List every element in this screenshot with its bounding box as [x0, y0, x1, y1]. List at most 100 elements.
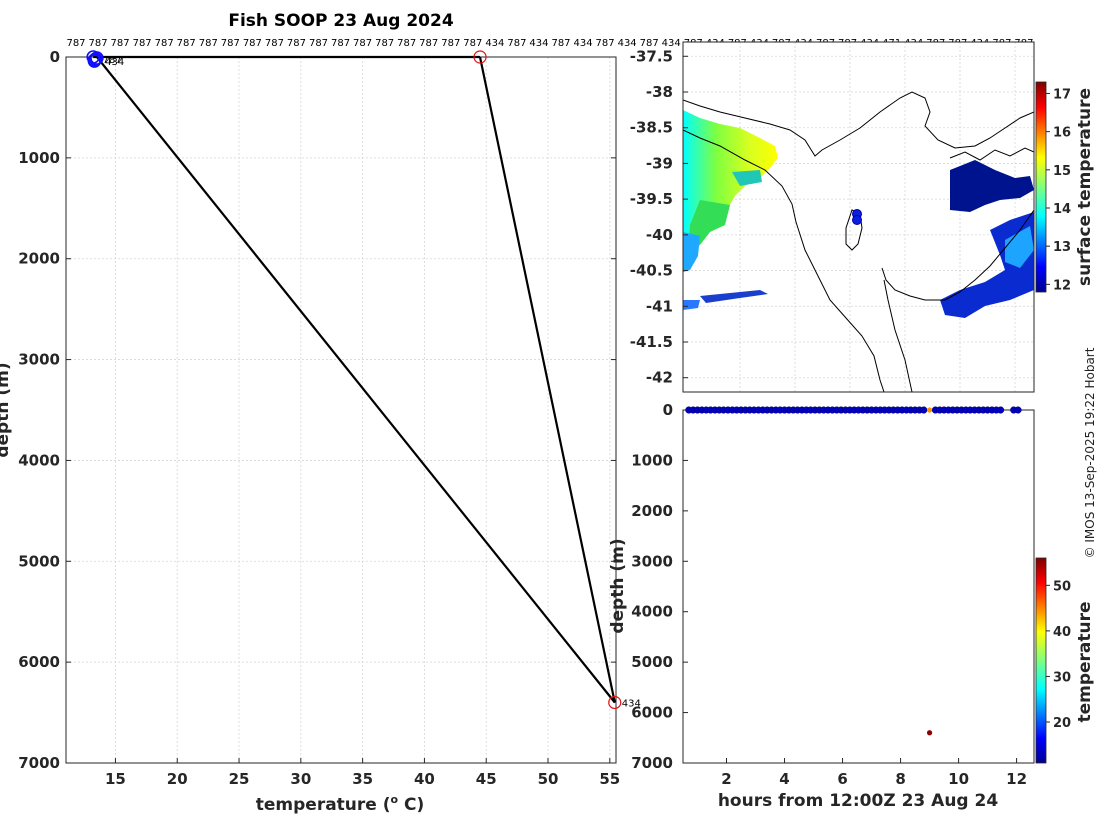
timeseries-y-tick-label: 4000	[631, 603, 673, 621]
profile-x-ticks: 15 20 25 30 35 40 45 50 55	[105, 758, 620, 788]
profile-top-label: 787	[419, 38, 438, 49]
profile-y-tick-label: 5000	[18, 552, 60, 570]
timeseries-y-tick-label: 5000	[631, 653, 673, 671]
map-y-tick-label: -41.5	[630, 333, 673, 351]
profile-top-label: 434	[529, 38, 548, 49]
profile-y-tick-label: 2000	[18, 250, 60, 268]
profile-track-line	[93, 55, 616, 704]
map-colorbar-tick-label: 14	[1053, 202, 1071, 217]
figure-title: Fish SOOP 23 Aug 2024	[228, 11, 454, 31]
profile-x-label-end: C)	[398, 795, 424, 815]
profile-marker-red	[473, 50, 487, 64]
timeseries-colorbar-tick-label: 30	[1053, 670, 1071, 685]
profile-y-tick-label: 7000	[18, 754, 60, 772]
timeseries-colorbar-tick-label: 50	[1053, 579, 1071, 594]
profile-top-label: 787	[331, 38, 350, 49]
profile-marker-blue	[88, 52, 103, 66]
map-y-tick-label: -40	[646, 226, 673, 244]
timeseries-axes-box	[682, 409, 1035, 764]
profile-top-label: 787	[66, 38, 85, 49]
timeseries-y-ticks: 0 1000 2000 3000 4000 5000 6000 7000	[631, 401, 688, 772]
profile-point-label: 434	[622, 698, 641, 709]
profile-top-label: 787	[353, 38, 372, 49]
profile-x-tick-label: 20	[167, 770, 188, 788]
profile-marker-blue	[87, 54, 102, 68]
timeseries-point-special	[926, 407, 933, 413]
profile-x-tick-label: 15	[105, 770, 126, 788]
profile-x-tick-label: 40	[414, 770, 435, 788]
profile-top-label: 787	[221, 38, 240, 49]
timeseries-point	[920, 406, 928, 414]
timeseries-x-tick-label: 2	[721, 770, 731, 788]
timeseries-x-ticks: 2 4 6 8 10 12	[721, 758, 1027, 788]
map-y-ticks: -37.5 -38 -38.5 -39 -39.5 -40 -40.5 -41 -41.5 -42	[630, 47, 688, 387]
map-y-tick-label: -38	[646, 83, 673, 101]
timeseries-x-tick-label: 4	[779, 770, 789, 788]
map-colorbar-tick-label: 12	[1053, 278, 1071, 293]
timeseries-y-tick-label: 7000	[631, 754, 673, 772]
profile-top-label: 787	[507, 38, 526, 49]
timeseries-colorbar-tick-label: 40	[1053, 625, 1071, 640]
map-colorbar: 12 13 14 15 16 17 surface temperature	[1035, 81, 1095, 293]
timeseries-colorbar-ticks: 20 30 40 50	[1046, 579, 1071, 731]
profile-top-label: 434	[618, 38, 637, 49]
map-y-tick-label: -38.5	[630, 119, 673, 137]
profile-y-ticks: 0 1000 2000 3000 4000 5000 6000 7000	[18, 48, 616, 772]
map-colorbar-tick-label: 13	[1053, 240, 1071, 255]
map-y-tick-label: -42	[646, 369, 673, 387]
map-colorbar-tick-label: 17	[1053, 87, 1071, 102]
profile-x-tick-label: 30	[290, 770, 311, 788]
profile-point-label: 787	[103, 55, 122, 66]
map-colorbar-gradient	[1035, 81, 1047, 293]
profile-top-label: 787	[265, 38, 284, 49]
timeseries-y-tick-label: 2000	[631, 502, 673, 520]
profile-y-label: depth (m)	[0, 362, 13, 457]
map-colorbar-ticks: 12 13 14 15 16 17	[1046, 87, 1071, 293]
timeseries-x-tick-label: 10	[948, 770, 969, 788]
timeseries-colorbar-label: temperature	[1075, 601, 1095, 722]
profile-top-label: 787	[111, 38, 130, 49]
profile-top-label: 434	[662, 38, 681, 49]
profile-y-tick-label: 6000	[18, 653, 60, 671]
profile-top-label: 787	[243, 38, 262, 49]
timeseries-panel: 2 4 6 8 10 12 0 1000 2000 3000 4000 5000 6000 7000 h…	[608, 401, 1095, 811]
profile-top-label: 787	[596, 38, 615, 49]
map-y-tick-label: -40.5	[630, 262, 673, 280]
profile-top-label: 787	[309, 38, 328, 49]
timeseries-x-tick-label: 12	[1006, 770, 1027, 788]
sst-blue-band	[700, 290, 768, 303]
timeseries-point-special	[926, 730, 933, 736]
timeseries-point	[1014, 406, 1022, 414]
profile-y-tick-label: 1000	[18, 149, 60, 167]
sst-teal-spot	[732, 170, 762, 186]
profile-y-tick-label: 0	[50, 48, 60, 66]
coastline-north	[683, 91, 1034, 157]
profile-x-tick-label: 50	[538, 770, 559, 788]
timeseries-colorbar-tick-label: 20	[1053, 716, 1071, 731]
map-colorbar-tick-label: 16	[1053, 126, 1071, 141]
profile-top-label: 787	[155, 38, 174, 49]
map-y-tick-label: -37.5	[630, 47, 673, 65]
profile-x-tick-label: 55	[599, 770, 620, 788]
credit-text: © IMOS 13-Sep-2025 19:22 Hobart	[1083, 347, 1097, 558]
ship-track-marker	[852, 209, 862, 225]
profile-x-label: temperature (o C)	[256, 793, 425, 815]
map-axes-box	[682, 41, 1035, 393]
profile-axes-box	[65, 56, 617, 764]
profile-top-label: 787	[397, 38, 416, 49]
sst-cold-patch-3	[1005, 226, 1034, 268]
timeseries-x-label: hours from 12:00Z 23 Aug 24	[718, 791, 999, 811]
sst-blue-band-2	[683, 300, 700, 310]
map-colorbar-tick-label: 15	[1053, 164, 1071, 179]
profile-grid	[66, 56, 616, 764]
map-y-tick-label: -41	[646, 297, 673, 315]
map-panel: -37.5 -38 -38.5 -39 -39.5 -40 -40.5 -41 -41.5 -42…	[630, 41, 1095, 393]
profile-top-label: 434	[573, 38, 592, 49]
profile-top-label: 787	[133, 38, 152, 49]
profile-x-tick-label: 45	[476, 770, 497, 788]
coastline-east	[881, 209, 1034, 301]
profile-top-label: 787	[199, 38, 218, 49]
timeseries-x-tick-label: 6	[837, 770, 847, 788]
profile-x-tick-label: 25	[229, 770, 250, 788]
